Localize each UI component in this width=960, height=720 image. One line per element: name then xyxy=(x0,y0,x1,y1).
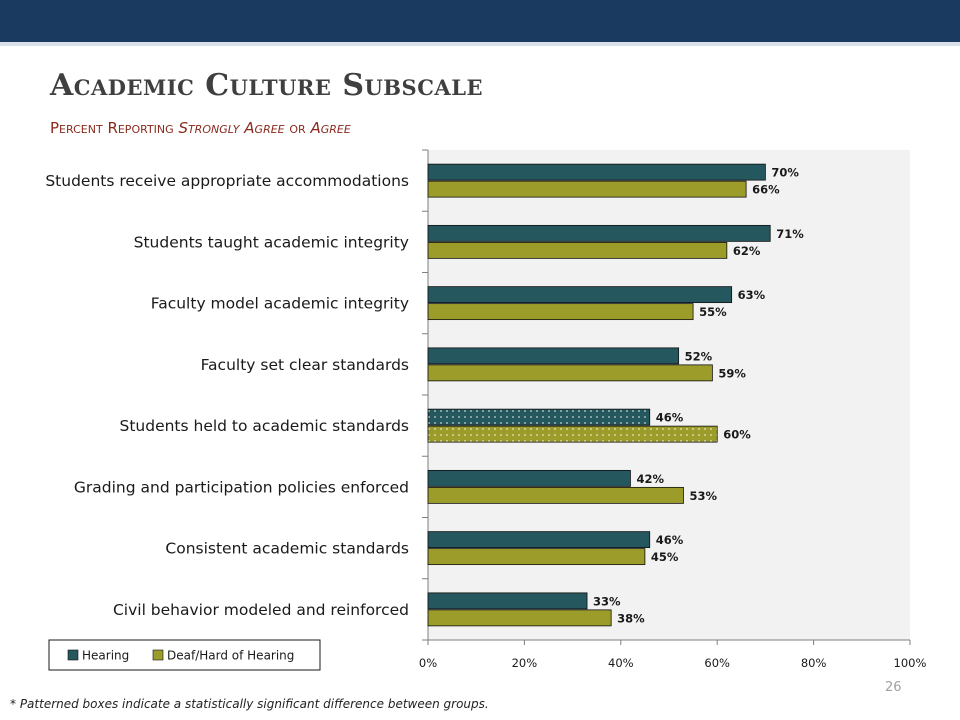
slide-title: Academic Culture Subscale xyxy=(50,68,483,103)
data-label: 66% xyxy=(752,183,780,197)
category-label: Grading and participation policies enfor… xyxy=(74,478,409,496)
data-label: 71% xyxy=(776,227,804,241)
data-label: 42% xyxy=(636,472,664,486)
category-label: Students held to academic standards xyxy=(119,417,409,435)
bar-hearing xyxy=(427,224,771,242)
data-label: 62% xyxy=(733,244,761,258)
x-tick-label: 40% xyxy=(608,656,634,670)
legend-label-hearing: Hearing xyxy=(82,649,129,663)
legend-box xyxy=(48,639,321,671)
page-number: 26 xyxy=(885,680,902,695)
data-label: 46% xyxy=(656,411,684,425)
header-bar xyxy=(0,0,960,42)
x-tick-label: 0% xyxy=(419,656,437,670)
bar-deaf xyxy=(427,548,646,566)
bar-deaf xyxy=(427,364,713,382)
footnote: * Patterned boxes indicate a statistical… xyxy=(10,697,489,711)
legend-swatch-hearing xyxy=(67,649,79,661)
bar-deaf xyxy=(427,303,694,321)
bar-hearing xyxy=(427,408,651,426)
category-label: Civil behavior modeled and reinforced xyxy=(113,601,409,619)
plot-area xyxy=(428,150,910,640)
bar-deaf xyxy=(427,180,747,198)
subtitle-part-1: Percent Reporting xyxy=(50,119,179,137)
data-label: 55% xyxy=(699,305,727,319)
data-label: 46% xyxy=(656,533,684,547)
data-label: 63% xyxy=(738,288,766,302)
bar-hearing xyxy=(427,163,766,181)
category-label: Faculty set clear standards xyxy=(201,356,409,374)
header-divider xyxy=(0,42,960,46)
data-label: 52% xyxy=(685,349,713,363)
bar-deaf xyxy=(427,609,612,627)
x-tick-label: 100% xyxy=(894,656,927,670)
x-tick-label: 20% xyxy=(512,656,538,670)
data-label: 45% xyxy=(651,550,679,564)
category-label: Students taught academic integrity xyxy=(134,233,409,251)
bar-deaf xyxy=(427,486,684,504)
bar-hearing xyxy=(427,592,588,610)
bar-hearing xyxy=(427,531,651,549)
subtitle-part-2: Strongly Agree xyxy=(178,119,285,137)
x-tick-label: 80% xyxy=(801,656,827,670)
data-label: 53% xyxy=(689,489,717,503)
data-label: 33% xyxy=(593,594,621,608)
category-label: Consistent academic standards xyxy=(165,540,409,558)
data-label: 60% xyxy=(723,428,751,442)
category-label: Faculty model academic integrity xyxy=(151,295,409,313)
bar-hearing xyxy=(427,286,733,304)
legend-swatch-deaf xyxy=(152,649,164,661)
slide-subtitle: Percent Reporting Strongly Agree or Agre… xyxy=(50,119,351,137)
subtitle-part-4: Agree xyxy=(310,119,351,137)
subtitle-part-3: or xyxy=(284,119,311,137)
legend-label-deaf: Deaf/Hard of Hearing xyxy=(167,649,294,663)
bar-deaf xyxy=(427,425,718,443)
bar-deaf xyxy=(427,241,728,259)
data-label: 38% xyxy=(617,611,645,625)
data-label: 70% xyxy=(771,166,799,180)
x-tick-label: 60% xyxy=(704,656,730,670)
data-label: 59% xyxy=(718,366,746,380)
category-label: Students receive appropriate accommodati… xyxy=(45,172,409,190)
bar-hearing xyxy=(427,469,631,487)
bar-hearing xyxy=(427,347,680,365)
